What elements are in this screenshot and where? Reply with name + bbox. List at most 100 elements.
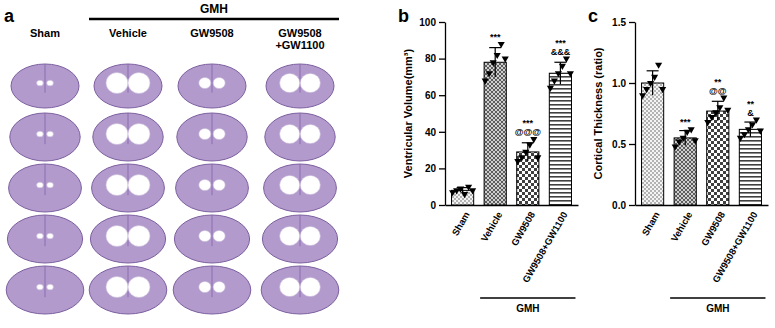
ventricle	[300, 226, 320, 245]
slice	[266, 64, 334, 108]
y-tick: 0.5	[612, 139, 635, 150]
ventricle	[47, 284, 54, 290]
data-point	[567, 71, 574, 77]
midline	[212, 64, 213, 93]
tick-mark	[439, 58, 445, 59]
column-label: GW9508	[190, 27, 233, 39]
tick-mark	[629, 144, 635, 145]
bar	[484, 62, 506, 205]
slice	[176, 164, 249, 212]
midline	[128, 64, 129, 93]
tick-label: 20	[425, 163, 437, 174]
error-cap	[647, 70, 659, 71]
ventricle	[106, 226, 128, 247]
ventricle	[199, 179, 211, 190]
data-point	[469, 188, 476, 194]
data-point	[745, 127, 752, 133]
data-point	[692, 138, 699, 144]
brain-section	[6, 266, 84, 314]
data-point	[555, 71, 562, 77]
tick-label: GW9508	[509, 210, 537, 248]
significance: @@	[709, 86, 727, 96]
data-point	[724, 108, 731, 114]
ventricle	[280, 175, 300, 194]
ventricle	[213, 179, 225, 190]
slice	[262, 215, 337, 263]
ventricle	[199, 128, 211, 139]
data-point	[494, 53, 501, 59]
slice	[10, 113, 80, 161]
group-label: GMH	[706, 303, 729, 314]
midline	[45, 64, 46, 93]
data-point	[643, 87, 650, 93]
panel-a: aGMHShamVehicleGW9508GW9508+GW1100	[4, 2, 339, 314]
data-point	[680, 136, 687, 142]
slice	[94, 64, 162, 108]
group-label: GMH	[200, 2, 228, 16]
panel-label: b	[398, 6, 409, 26]
data-point	[749, 122, 756, 128]
data-point	[461, 192, 468, 198]
ventricle	[47, 233, 54, 239]
brain-section	[7, 215, 82, 263]
axis-line	[446, 205, 579, 206]
brain-section	[174, 215, 249, 263]
x-axis: ShamVehicleGW9508GW9508+GW1100	[446, 205, 579, 284]
y-tick: 60	[425, 90, 445, 101]
brain-section	[264, 164, 337, 212]
tick-label: 80	[425, 53, 437, 64]
ventricle	[280, 277, 300, 296]
tick-label: GW9508+GW1100	[710, 210, 760, 285]
ventricle	[213, 230, 225, 241]
tick-label: 0.0	[612, 200, 626, 211]
y-tick: 40	[425, 127, 445, 138]
slice	[6, 266, 84, 314]
y-tick: 100	[419, 17, 445, 28]
ventricle	[213, 128, 225, 139]
slice	[89, 266, 167, 314]
brain-section	[262, 215, 337, 263]
data-point	[704, 120, 711, 126]
panel-label: c	[588, 6, 598, 26]
data-point	[737, 136, 744, 142]
bar	[452, 190, 474, 205]
midline	[300, 215, 301, 246]
brain-section	[173, 266, 251, 314]
y-axis: 0.00.51.01.5	[612, 17, 635, 211]
data-point	[502, 57, 509, 63]
data-point	[522, 150, 529, 156]
midline	[212, 215, 213, 246]
group-bracket	[89, 18, 339, 21]
ventricle	[128, 226, 150, 247]
x-tick: GW9508	[699, 205, 727, 248]
midline	[212, 266, 213, 297]
x-axis: ShamVehicleGW9508GW9508+GW1100	[636, 205, 769, 284]
significance: @@@	[515, 127, 542, 137]
brain-section	[9, 164, 82, 212]
midline	[128, 266, 129, 297]
tick-mark	[439, 95, 445, 96]
ventricle	[106, 175, 128, 196]
tick-label: GW9508	[699, 210, 727, 248]
midline	[128, 113, 129, 144]
brain-section	[10, 113, 80, 161]
brain-section	[94, 64, 162, 108]
brain-section	[261, 266, 339, 314]
plot-marks	[449, 42, 574, 205]
tick-mark	[439, 22, 445, 23]
slice	[265, 113, 335, 161]
tick-mark	[629, 22, 635, 23]
brain-section	[90, 215, 165, 263]
slice	[7, 215, 82, 263]
slice	[178, 64, 246, 108]
brain-section	[93, 113, 163, 161]
data-point	[757, 129, 764, 135]
axis-line	[445, 23, 446, 206]
data-point	[741, 132, 748, 138]
error-bar	[679, 131, 691, 146]
data-point	[457, 186, 464, 192]
data-point	[530, 137, 537, 143]
data-point	[514, 159, 521, 165]
ventricle	[128, 73, 150, 94]
error-bar	[647, 71, 659, 95]
